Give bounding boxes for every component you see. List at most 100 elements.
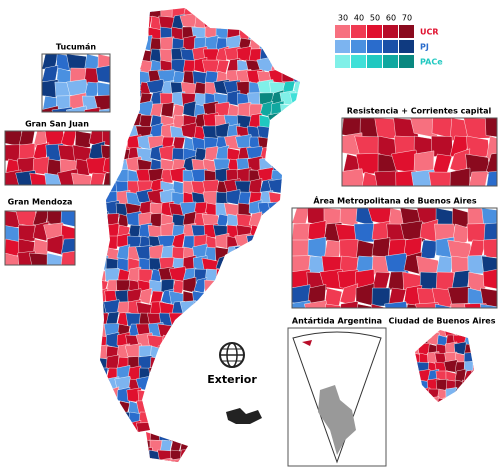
region — [246, 434, 265, 448]
region — [100, 224, 109, 239]
region — [100, 411, 111, 426]
region — [149, 376, 164, 393]
region — [270, 266, 285, 283]
region — [246, 246, 265, 262]
region — [267, 257, 288, 274]
region — [281, 201, 296, 217]
legend-swatch — [399, 55, 414, 68]
region — [115, 434, 131, 448]
region — [302, 126, 320, 142]
region — [246, 233, 265, 250]
region — [100, 431, 109, 432]
region — [304, 5, 317, 20]
region — [226, 257, 241, 274]
region — [182, 345, 197, 360]
region — [100, 24, 109, 41]
legend-swatch — [351, 25, 366, 38]
region — [291, 12, 300, 30]
legend-tick: 70 — [402, 14, 412, 23]
region — [258, 389, 275, 406]
region — [106, 433, 119, 447]
region — [224, 13, 243, 30]
region — [160, 356, 175, 372]
region-group — [292, 208, 497, 308]
region — [148, 365, 165, 382]
region — [449, 167, 471, 186]
region — [374, 170, 401, 186]
region — [105, 26, 120, 43]
region — [259, 235, 274, 253]
region — [471, 370, 474, 383]
region — [304, 60, 317, 74]
region — [292, 146, 300, 162]
legend-swatch — [399, 25, 414, 38]
region — [18, 224, 36, 242]
exterior-label: Exterior — [207, 373, 257, 386]
region — [191, 320, 210, 338]
region — [292, 124, 300, 140]
region — [158, 367, 177, 382]
region — [268, 345, 287, 361]
region — [278, 23, 299, 41]
region — [105, 386, 120, 404]
region — [204, 345, 219, 362]
region — [204, 290, 219, 306]
region — [105, 15, 120, 31]
region — [187, 459, 188, 462]
region — [100, 400, 109, 417]
region — [418, 330, 431, 340]
region — [100, 14, 112, 30]
region — [127, 81, 142, 98]
region — [289, 92, 300, 107]
region — [395, 170, 417, 186]
region — [214, 312, 231, 328]
region — [103, 112, 122, 129]
region — [116, 411, 131, 426]
region — [204, 411, 219, 428]
region — [248, 277, 263, 294]
region — [267, 136, 288, 151]
region — [301, 181, 320, 196]
region — [5, 252, 22, 265]
region — [214, 301, 231, 317]
region — [100, 367, 109, 382]
region — [234, 290, 255, 308]
region — [180, 376, 199, 393]
region — [259, 279, 274, 296]
region — [203, 323, 220, 340]
region — [170, 389, 187, 406]
region — [248, 268, 263, 283]
legend-tick: 30 — [338, 14, 348, 23]
region — [304, 300, 328, 308]
region — [258, 356, 275, 372]
region — [270, 400, 285, 416]
region — [193, 377, 208, 393]
region — [301, 82, 320, 97]
region — [339, 239, 359, 259]
region — [127, 37, 142, 52]
region — [105, 400, 120, 417]
region — [100, 8, 109, 19]
region — [182, 321, 197, 338]
legend-swatch — [351, 40, 366, 53]
region — [270, 8, 285, 19]
region — [237, 389, 252, 407]
region — [462, 388, 474, 401]
region — [290, 136, 300, 151]
region — [192, 290, 209, 307]
region — [454, 388, 467, 402]
region — [342, 168, 365, 186]
region — [204, 398, 219, 415]
legend-swatch — [383, 25, 398, 38]
region — [89, 172, 106, 185]
region — [281, 12, 296, 30]
region — [293, 433, 306, 447]
region — [214, 387, 231, 404]
region — [302, 71, 320, 87]
region — [146, 458, 153, 462]
region — [483, 222, 497, 242]
region — [160, 378, 175, 393]
region — [190, 438, 203, 452]
